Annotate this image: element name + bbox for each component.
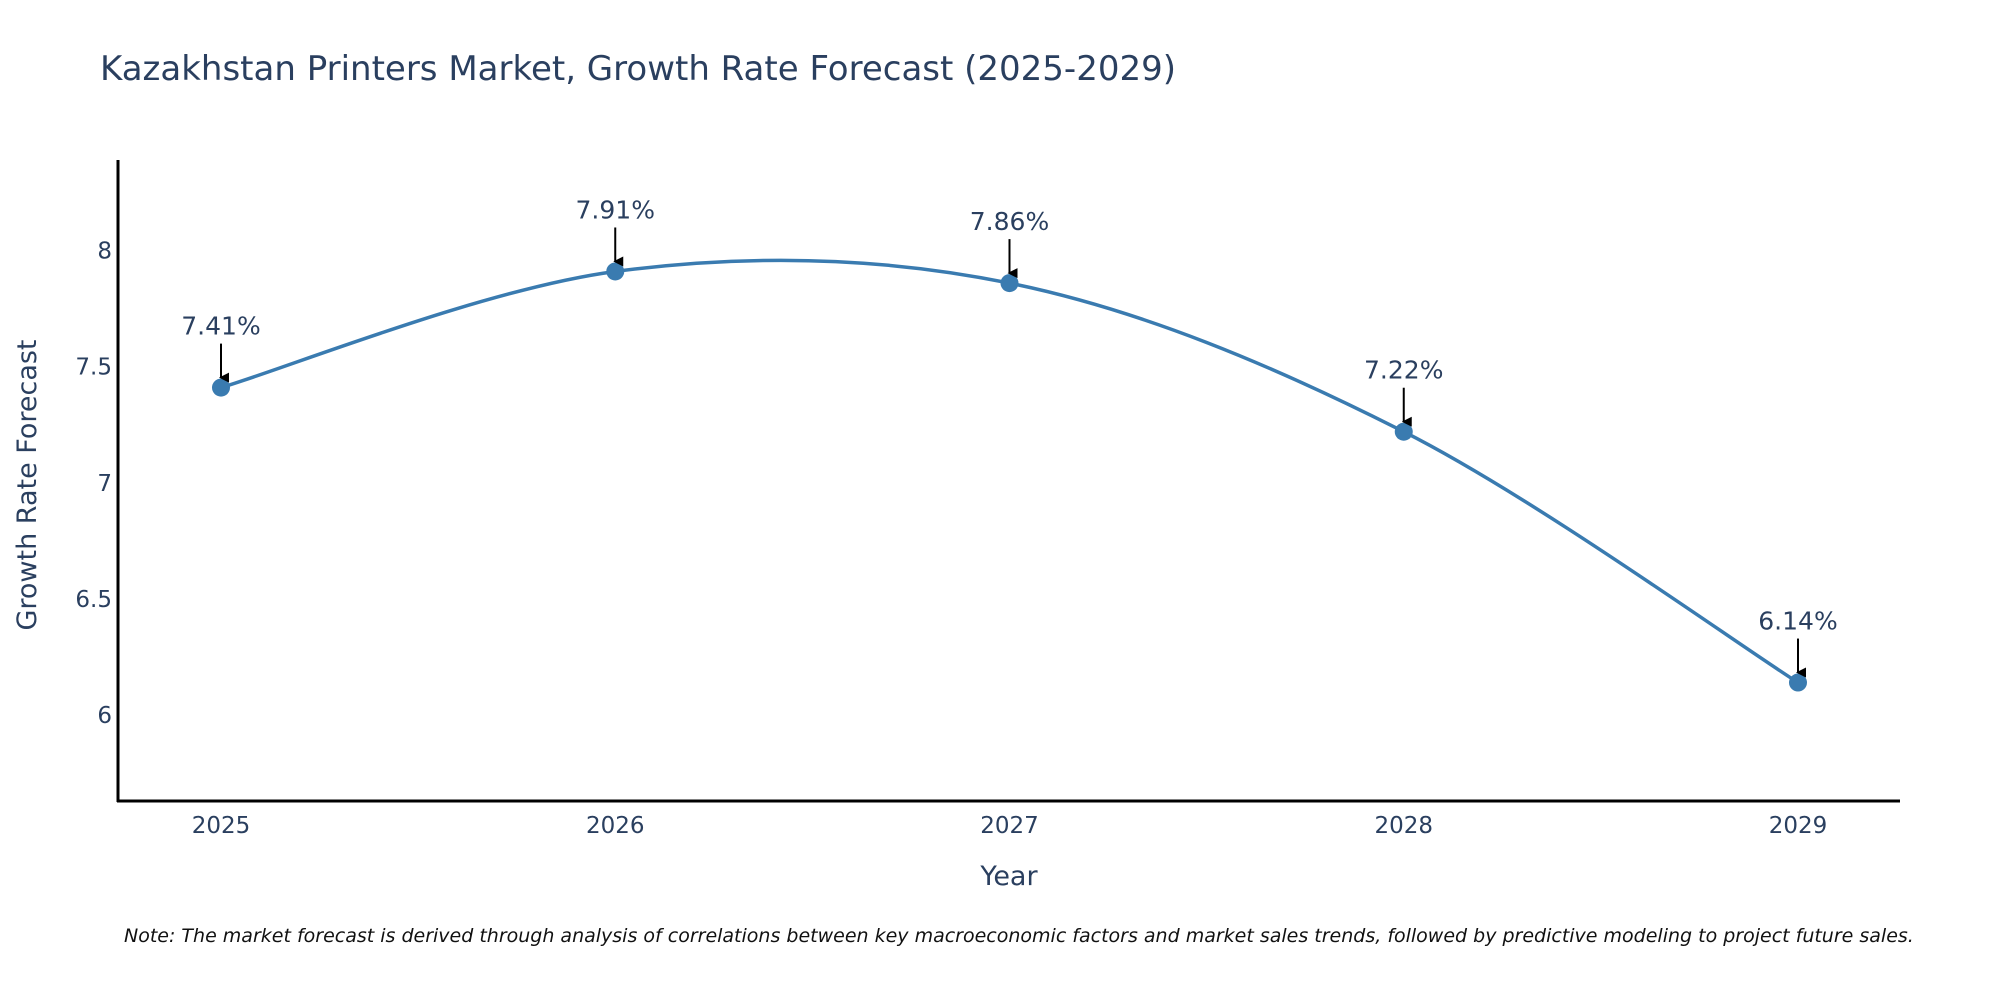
data-annotations: 7.41% 7.91% 7.86% 7.22% 6.14% [181, 195, 1838, 678]
y-tick-label: 6.5 [75, 587, 112, 613]
y-tick-labels: 6 6.5 7 7.5 8 [75, 239, 112, 729]
data-label: 7.91% [576, 195, 655, 224]
series-line [220, 258, 1799, 685]
x-tick-label: 2028 [1374, 813, 1433, 839]
x-tick-label: 2027 [980, 813, 1039, 839]
data-markers [212, 262, 1807, 692]
footnote: Note: The market forecast is derived thr… [124, 925, 1914, 947]
data-label: 7.41% [181, 312, 260, 341]
data-point [1789, 673, 1807, 692]
x-tick-label: 2026 [586, 813, 645, 839]
chart-title: Kazakhstan Printers Market, Growth Rate … [100, 49, 1176, 89]
x-axis-title: Year [979, 861, 1038, 892]
y-tick-label: 8 [97, 239, 112, 265]
x-tick-label: 2029 [1769, 813, 1828, 839]
x-tick-labels: 2025 2026 2027 2028 2029 [192, 813, 1828, 839]
y-tick-label: 7.5 [75, 355, 112, 381]
data-point [1394, 422, 1413, 441]
data-point [1000, 274, 1019, 293]
x-tick-label: 2025 [192, 813, 251, 839]
data-point [606, 262, 625, 281]
data-label: 7.86% [970, 207, 1049, 236]
y-tick-label: 6 [97, 703, 112, 729]
data-label: 6.14% [1758, 607, 1837, 636]
y-axis-title: Growth Rate Forecast [12, 339, 43, 630]
data-label: 7.22% [1364, 356, 1443, 385]
data-point [212, 378, 230, 397]
y-tick-label: 7 [97, 471, 112, 497]
